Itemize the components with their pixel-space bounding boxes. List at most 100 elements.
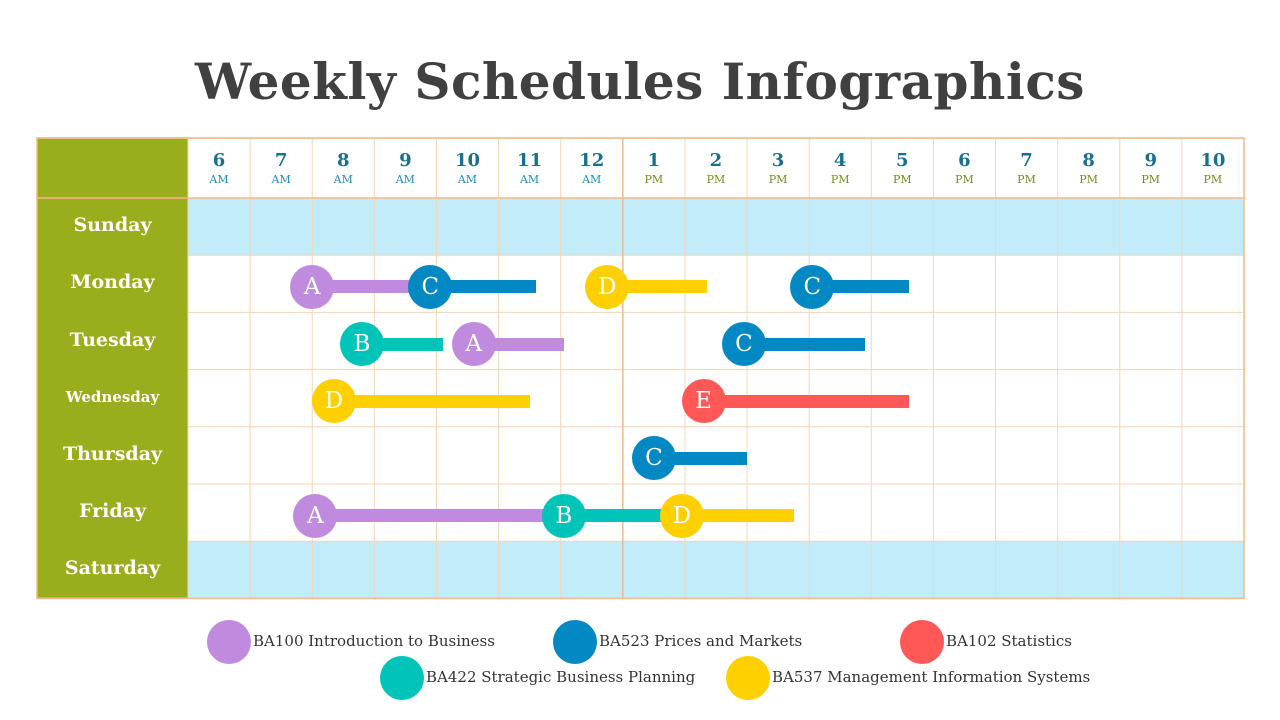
hour-ampm: PM xyxy=(1203,173,1223,186)
hour-ampm: PM xyxy=(955,173,974,186)
hour-number: 2 xyxy=(709,150,723,171)
hour-header: 1 PM xyxy=(623,150,685,186)
hour-number: 10 xyxy=(1200,150,1226,171)
hour-ampm: AM xyxy=(271,173,291,186)
hour-number: 10 xyxy=(454,150,480,171)
session-marker-a: A xyxy=(290,264,335,309)
hour-header: 8 AM xyxy=(312,150,374,186)
hour-header: 9 PM xyxy=(1120,150,1182,186)
legend-swatch xyxy=(207,620,251,664)
session-marker-c: C xyxy=(721,322,766,366)
hour-header: 4 PM xyxy=(809,150,871,186)
legend-label: BA537 Management Information Systems xyxy=(772,668,1091,686)
legend-label: BA100 Introduction to Business xyxy=(253,632,495,650)
hour-ampm: AM xyxy=(209,173,229,186)
session-bar xyxy=(440,280,536,294)
hour-ampm: AM xyxy=(519,173,540,186)
session-bar xyxy=(325,509,546,523)
hour-header: 9 AM xyxy=(374,150,436,186)
hour-ampm: PM xyxy=(830,173,850,186)
hour-ampm: PM xyxy=(768,173,788,186)
session-marker-a: A xyxy=(451,322,496,366)
legend-swatch xyxy=(726,656,770,700)
hour-header: 2 PM xyxy=(685,150,747,186)
hour-ampm: AM xyxy=(582,173,602,186)
hour-header: 7 AM xyxy=(250,150,312,186)
weekend-row-bg xyxy=(188,198,1244,256)
legend-label: BA523 Prices and Markets xyxy=(599,632,803,650)
hour-ampm: PM xyxy=(1017,173,1036,186)
session-bar xyxy=(483,337,564,351)
hour-number: 1 xyxy=(647,150,661,171)
hour-header: 6 AM xyxy=(188,150,250,186)
hour-ampm: AM xyxy=(457,173,478,186)
hour-ampm: PM xyxy=(892,173,912,186)
grid-border xyxy=(36,137,1245,600)
hour-number: 6 xyxy=(212,150,226,171)
hour-header: 12 AM xyxy=(561,150,623,186)
session-bar xyxy=(753,337,866,351)
hour-header: 6 PM xyxy=(933,150,995,186)
day-label-wednesday: Wednesday xyxy=(65,388,160,407)
session-marker-c: C xyxy=(790,264,835,309)
hour-header: 11 AM xyxy=(499,150,561,186)
day-label-thursday: Thursday xyxy=(62,443,163,466)
session-marker-b: B xyxy=(541,493,586,538)
session-bar xyxy=(822,280,909,294)
session-bar xyxy=(371,337,443,351)
hour-ampm: AM xyxy=(395,173,415,186)
legend-swatch xyxy=(380,656,424,700)
legend-label: BA102 Statistics xyxy=(946,632,1072,650)
session-bar xyxy=(713,394,909,408)
page-title: Weekly Schedules Infographics xyxy=(195,52,1085,111)
hour-header: 10 PM xyxy=(1182,150,1244,186)
hour-number: 7 xyxy=(1020,150,1033,171)
day-label-sunday: Sunday xyxy=(73,214,152,237)
session-bar xyxy=(617,280,707,294)
hour-number: 4 xyxy=(833,150,847,171)
hour-header: 3 PM xyxy=(747,150,809,186)
hour-number: 11 xyxy=(517,150,543,171)
hour-number: 9 xyxy=(1144,150,1158,171)
hour-ampm: PM xyxy=(706,173,726,186)
session-bar xyxy=(663,451,748,465)
hour-ampm: PM xyxy=(1079,173,1098,186)
legend-swatch xyxy=(900,620,944,664)
day-label-column xyxy=(37,138,188,599)
legend-label: BA422 Strategic Business Planning xyxy=(426,668,696,686)
hour-number: 9 xyxy=(399,150,412,171)
hour-header: 5 PM xyxy=(871,150,933,186)
hour-number: 8 xyxy=(336,150,350,171)
session-marker-e: E xyxy=(681,379,726,424)
session-marker-d: D xyxy=(311,379,356,424)
weekend-row-bg xyxy=(188,541,1244,599)
legend-swatch xyxy=(553,620,597,664)
hour-ampm: AM xyxy=(333,173,353,186)
day-label-monday: Monday xyxy=(70,271,155,294)
hour-number: 5 xyxy=(896,150,909,171)
session-marker-b: B xyxy=(339,322,384,366)
hour-ampm: PM xyxy=(644,173,664,186)
session-marker-c: C xyxy=(631,436,676,481)
session-marker-d: D xyxy=(585,264,630,309)
session-bar xyxy=(343,394,530,408)
session-marker-c: C xyxy=(408,264,453,309)
hour-number: 8 xyxy=(1082,150,1095,171)
session-marker-a: A xyxy=(293,493,338,538)
hour-number: 3 xyxy=(771,150,785,171)
day-label-friday: Friday xyxy=(78,500,147,523)
session-marker-d: D xyxy=(659,493,704,538)
hour-number: 6 xyxy=(958,150,971,171)
hour-header: 7 PM xyxy=(996,150,1058,186)
day-label-saturday: Saturday xyxy=(64,557,161,580)
hour-number: 7 xyxy=(274,150,288,171)
hour-number: 12 xyxy=(579,150,605,171)
day-label-tuesday: Tuesday xyxy=(69,328,156,351)
session-bar xyxy=(691,509,794,523)
hour-header: 8 PM xyxy=(1058,150,1120,186)
hour-ampm: PM xyxy=(1141,173,1161,186)
session-bar xyxy=(573,509,679,523)
hour-header: 10 AM xyxy=(436,150,498,186)
session-bar xyxy=(322,280,425,294)
